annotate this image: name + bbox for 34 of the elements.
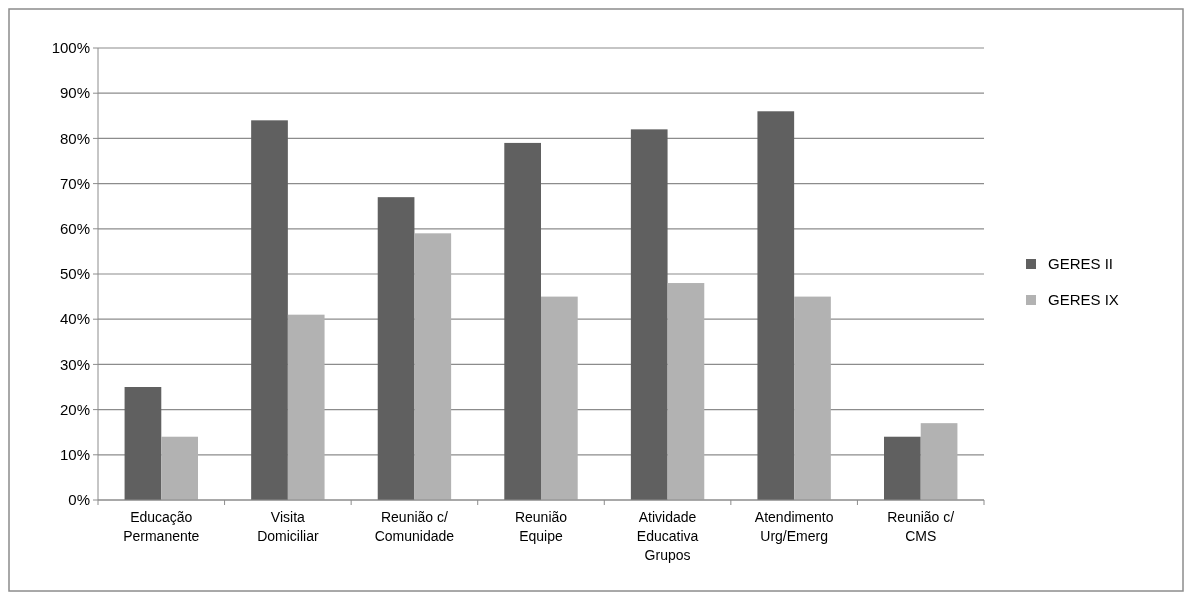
- bar: [920, 423, 958, 500]
- bar: [794, 296, 831, 500]
- y-tick-label: 50%: [59, 265, 90, 283]
- x-tick-label: Reunião Equipe: [514, 509, 568, 544]
- x-tick-label: Atividade Educativa Grupos: [636, 509, 699, 563]
- y-tick-label: 80%: [59, 129, 90, 147]
- x-tick-label: Reunião c/ CMS: [887, 509, 955, 544]
- x-tick-label: Atendimento Urg/Emerg: [754, 509, 834, 544]
- bar: [504, 142, 541, 500]
- y-tick-label: 70%: [59, 174, 90, 192]
- bar: [884, 436, 921, 500]
- bar: [124, 387, 162, 500]
- y-tick-label: 90%: [59, 84, 90, 102]
- bar: [414, 233, 452, 500]
- bar: [757, 111, 795, 500]
- bar: [667, 283, 705, 500]
- bar: [630, 129, 668, 500]
- y-tick-label: 40%: [59, 310, 90, 328]
- bar: [161, 436, 198, 500]
- y-tick-label: 30%: [59, 355, 90, 373]
- y-tick-label: 60%: [59, 220, 90, 238]
- y-tick-label: 10%: [59, 446, 90, 464]
- legend-label: GERES II: [1048, 255, 1114, 273]
- y-tick-label: 20%: [59, 400, 90, 418]
- x-tick-label: Reunião c/ Comunidade: [374, 509, 455, 544]
- bar: [541, 296, 578, 500]
- bar: [251, 120, 288, 500]
- bar: [377, 197, 415, 500]
- y-tick-label: 0%: [68, 491, 90, 509]
- legend-label: GERES IX: [1048, 291, 1119, 309]
- x-tick-label: Educação Permanente: [123, 509, 200, 544]
- bar: [287, 314, 325, 500]
- x-tick-label: Visita Domiciliar: [257, 509, 319, 544]
- y-tick-label: 100%: [51, 39, 90, 57]
